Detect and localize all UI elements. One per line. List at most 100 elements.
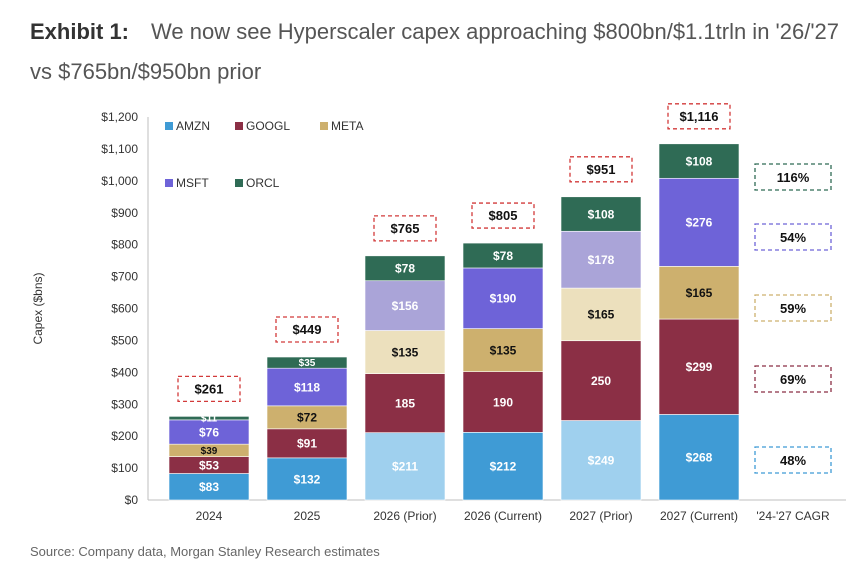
bar-segment-orcl [462,242,544,269]
total-label: $449 [293,322,322,337]
bar-segment-amzn [462,432,544,501]
total-box [275,316,339,343]
y-tick-label: $800 [111,238,138,252]
cagr-box-msft [754,223,832,251]
data-label-amzn: $212 [490,459,517,473]
y-axis-title: Capex ($bns) [31,272,45,344]
cagr-box-meta [754,294,832,322]
data-label-googl: 185 [395,396,415,410]
y-tick-label: $1,000 [101,174,138,188]
x-tick-label: 2027 (Prior) [569,509,632,523]
data-label-orcl: $108 [588,207,615,221]
data-label-msft: $118 [294,380,320,394]
x-tick-label: 2024 [196,509,223,523]
total-label: $765 [391,221,420,236]
legend-swatch-orcl [235,179,243,187]
total-label: $1,116 [679,109,718,124]
y-tick-label: $1,200 [101,110,138,124]
cagr-box-orcl [754,163,832,191]
data-label-googl: $53 [199,458,219,472]
legend-label-meta: META [331,119,363,133]
data-label-googl: $91 [297,437,317,451]
legend-label-msft: MSFT [176,176,209,190]
cagr-box-googl [754,365,832,393]
data-label-googl: 190 [493,395,513,409]
bar-segment-meta [462,328,544,372]
title-text: We now see Hyperscaler capex approaching… [30,19,839,84]
y-tick-label: $0 [125,493,139,507]
total-box [569,156,633,183]
stacked-bar-chart: $0 $100 $200 $300 $400 $500 $600 $700 $800 $900 $1… [31,103,846,523]
legend-label-amzn: AMZN [176,119,210,133]
legend-label-orcl: ORCL [246,176,280,190]
data-label-msft: $178 [588,253,615,267]
x-tick-label: 2026 (Prior) [373,509,436,523]
data-label-amzn: $249 [588,454,615,468]
x-tick-label: 2026 (Current) [464,509,542,523]
bar-segment-orcl [658,143,740,179]
bar-segment-amzn [266,457,348,501]
chart-title: Exhibit 1: We now see Hyperscaler capex a… [30,12,840,92]
total-box [177,375,241,403]
bar-segment-googl [560,340,642,421]
cagr-value-orcl: 116% [777,170,810,185]
total-label: $805 [489,208,518,223]
y-tick-label: $500 [111,333,138,347]
legend-swatch-googl [235,122,243,130]
cagr-value-amzn: 48% [780,453,806,468]
cagr-value-googl: 69% [780,372,806,387]
legend-swatch-msft [165,179,173,187]
total-box [471,202,535,229]
data-label-orcl: $35 [299,358,316,369]
bar-segment-orcl [364,255,446,282]
total-box [373,215,437,242]
data-label-meta: $135 [490,343,517,357]
data-label-msft: $76 [199,425,219,439]
cagr-value-meta: 59% [780,301,806,316]
legend-swatch-meta [320,122,328,130]
data-label-meta: $165 [588,308,615,322]
data-label-googl: 250 [591,374,611,388]
bar-segment-orcl [168,416,250,421]
bar-segment-msft [168,419,250,445]
bar-segment-orcl [560,196,642,232]
bar-segment-meta [364,330,446,374]
total-label: $951 [587,162,616,177]
data-label-meta: $72 [297,411,317,425]
y-tick-label: $400 [111,365,138,379]
y-tick-label: $100 [111,461,138,475]
y-tick-label: $700 [111,270,138,284]
data-label-meta: $165 [686,286,713,300]
data-label-orcl: $11 [201,414,218,425]
total-box [667,103,731,130]
y-tick-label: $200 [111,429,138,443]
y-tick-label: $300 [111,397,138,411]
legend-label-googl: GOOGL [246,119,290,133]
cagr-column-label: '24-'27 CAGR [756,509,830,523]
bar-segment-googl [266,428,348,459]
bar-segment-googl [364,373,446,433]
data-label-orcl: $108 [686,154,713,168]
bar-segment-msft [462,267,544,329]
data-label-meta: $135 [392,345,419,359]
x-tick-label: 2025 [294,509,321,523]
bar-segment-amzn [168,473,250,501]
bar-segment-amzn [658,414,740,501]
source-note: Source: Company data, Morgan Stanley Res… [30,544,380,559]
cagr-box-amzn [754,446,832,474]
data-label-googl: $299 [686,360,713,374]
data-label-amzn: $83 [199,480,219,494]
bar-segment-amzn [560,420,642,501]
exhibit-label: Exhibit 1: [30,19,130,44]
total-label: $261 [195,381,224,396]
data-label-msft: $156 [392,299,419,313]
bar-segment-msft [364,280,446,331]
legend-swatch-amzn [165,122,173,130]
data-label-orcl: $78 [493,249,513,263]
y-tick-label: $1,100 [101,142,138,156]
data-label-amzn: $268 [686,451,713,465]
bar-segment-msft [658,177,740,267]
data-label-msft: $276 [686,216,713,230]
data-label-orcl: $78 [395,262,415,276]
data-label-meta: $39 [201,446,218,457]
